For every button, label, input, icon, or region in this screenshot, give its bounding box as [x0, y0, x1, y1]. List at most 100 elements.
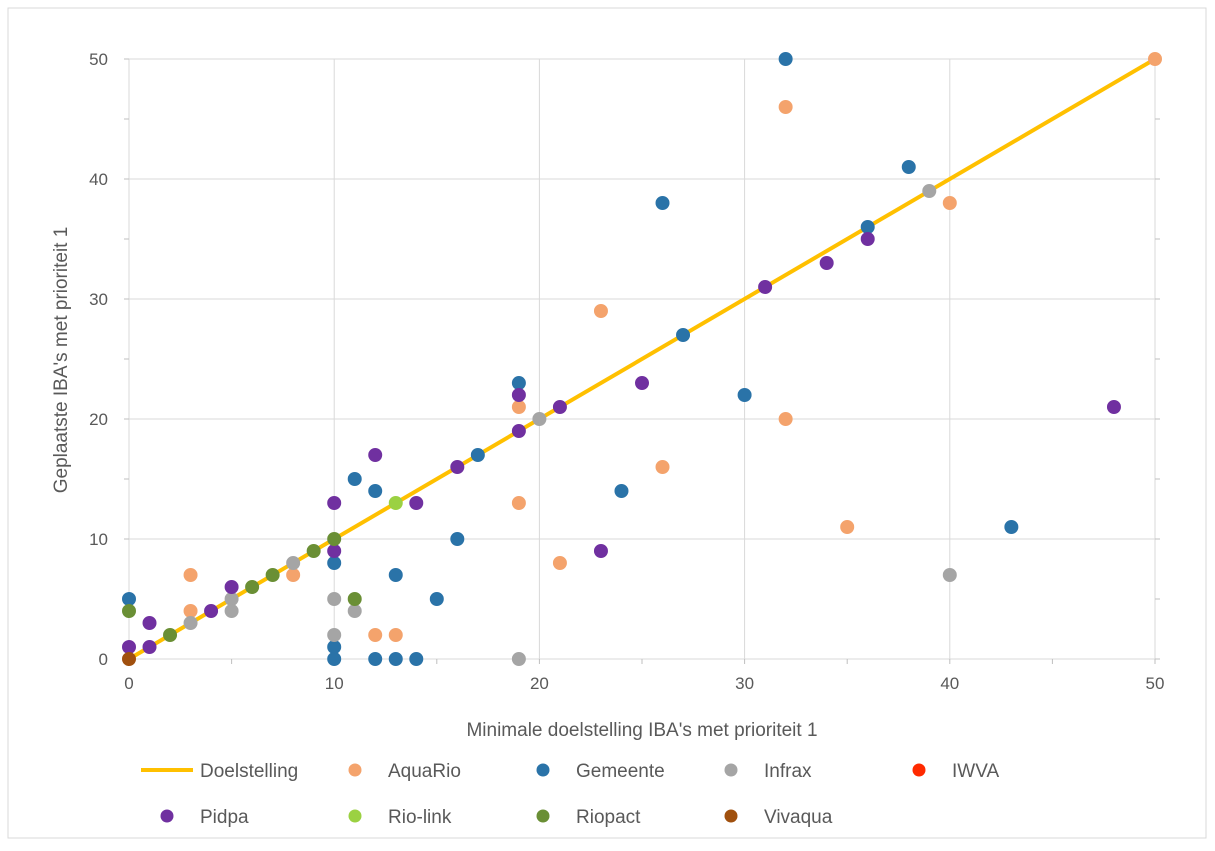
x-tick-label: 50 [1146, 674, 1165, 693]
legend-label: Pidpa [200, 807, 249, 828]
data-point-riopact [306, 544, 321, 558]
data-point-gemeente [388, 568, 403, 582]
data-point-gemeente [409, 652, 424, 666]
data-point-infrax [327, 592, 342, 606]
legend-dot-marker [536, 809, 550, 823]
legend-dot-marker [348, 763, 362, 777]
x-tick-label: 30 [735, 674, 754, 693]
data-point-gemeente [450, 532, 465, 546]
data-point-pidpa [511, 424, 526, 438]
legend-label: Vivaqua [764, 807, 833, 828]
data-point-aquario [552, 556, 567, 570]
data-point-aquario [593, 304, 608, 318]
data-point-aquario [778, 412, 793, 426]
data-point-pidpa [552, 400, 567, 414]
legend-item-pidpa: Pidpa [160, 807, 249, 828]
data-point-infrax [183, 616, 198, 630]
y-tick-label: 0 [99, 650, 108, 669]
data-points [122, 52, 1162, 666]
data-point-aquario [183, 568, 198, 582]
data-point-pidpa [819, 256, 834, 270]
data-point-gemeente [737, 388, 752, 402]
data-point-aquario [942, 196, 957, 210]
data-point-gemeente [429, 592, 444, 606]
data-point-gemeente [470, 448, 485, 462]
series-line-doelstelling [127, 57, 1157, 661]
x-axis-title: Minimale doelstelling IBA's met priorite… [466, 720, 817, 741]
legend-dot-marker [724, 809, 738, 823]
legend-label: AquaRio [388, 761, 461, 782]
data-point-gemeente [511, 376, 526, 390]
data-point-riopact [245, 580, 260, 594]
data-point-riopact [122, 604, 136, 618]
data-point-aquario [511, 400, 526, 414]
data-point-gemeente [327, 556, 342, 570]
data-point-gemeente [676, 328, 691, 342]
data-point-aquario [388, 628, 403, 642]
legend-dot-marker [348, 809, 362, 823]
data-point-infrax [922, 184, 937, 198]
data-point-rio-link [388, 496, 403, 510]
data-point-riopact [347, 592, 362, 606]
legend-dot-marker [536, 763, 550, 777]
legend: Doelstelling AquaRio Gemeente Infrax IWVA Pid… [141, 761, 999, 828]
x-tick-label: 0 [124, 674, 133, 693]
data-point-aquario [655, 460, 670, 474]
legend-item-aquario: AquaRio [348, 761, 461, 782]
data-point-aquario [1148, 52, 1162, 66]
legend-item-doelstelling: Doelstelling [141, 761, 298, 782]
data-point-gemeente [368, 652, 383, 666]
data-point-pidpa [142, 616, 157, 630]
data-point-pidpa [122, 640, 136, 654]
data-point-aquario [286, 568, 301, 582]
legend-item-gemeente: Gemeente [536, 761, 665, 782]
legend-dot-marker [912, 763, 926, 777]
legend-item-riopact: Riopact [536, 807, 641, 828]
data-point-infrax [511, 652, 526, 666]
data-point-riopact [327, 532, 342, 546]
axes: 0 10 20 30 40 50 0 10 20 30 40 50 [89, 50, 1164, 693]
data-point-pidpa [593, 544, 608, 558]
data-point-infrax [286, 556, 301, 570]
y-axis-title: Geplaatste IBA's met prioriteit 1 [51, 227, 72, 494]
data-point-pidpa [142, 640, 157, 654]
data-point-infrax [224, 592, 239, 606]
legend-dot-marker [724, 763, 738, 777]
data-point-pidpa [368, 448, 383, 462]
data-point-vivaqua [122, 652, 136, 666]
data-point-pidpa [409, 496, 424, 510]
grid [128, 58, 1156, 660]
data-point-gemeente [614, 484, 629, 498]
data-point-pidpa [511, 388, 526, 402]
data-point-gemeente [388, 652, 403, 666]
x-tick-label: 20 [530, 674, 549, 693]
data-point-aquario [511, 496, 526, 510]
legend-item-rio-link: Rio-link [348, 807, 452, 828]
data-point-aquario [183, 604, 198, 618]
data-point-pidpa [204, 604, 219, 618]
data-point-gemeente [901, 160, 916, 174]
data-point-gemeente [122, 592, 136, 606]
legend-label: Gemeente [576, 761, 665, 782]
data-point-aquario [778, 100, 793, 114]
data-point-aquario [840, 520, 855, 534]
legend-item-vivaqua: Vivaqua [724, 807, 833, 828]
data-point-pidpa [327, 496, 342, 510]
legend-item-infrax: Infrax [724, 761, 812, 782]
data-point-riopact [163, 628, 178, 642]
data-point-gemeente [327, 640, 342, 654]
legend-label: Doelstelling [200, 761, 298, 782]
x-tick-label: 40 [940, 674, 959, 693]
x-tick-label: 10 [325, 674, 344, 693]
data-point-gemeente [368, 484, 383, 498]
y-tick-label: 20 [89, 410, 108, 429]
legend-label: Infrax [764, 761, 812, 782]
data-point-riopact [265, 568, 280, 582]
data-point-pidpa [635, 376, 649, 390]
data-point-pidpa [758, 280, 773, 294]
data-point-gemeente [778, 52, 793, 66]
y-tick-label: 40 [89, 170, 108, 189]
legend-label: Rio-link [388, 807, 452, 828]
